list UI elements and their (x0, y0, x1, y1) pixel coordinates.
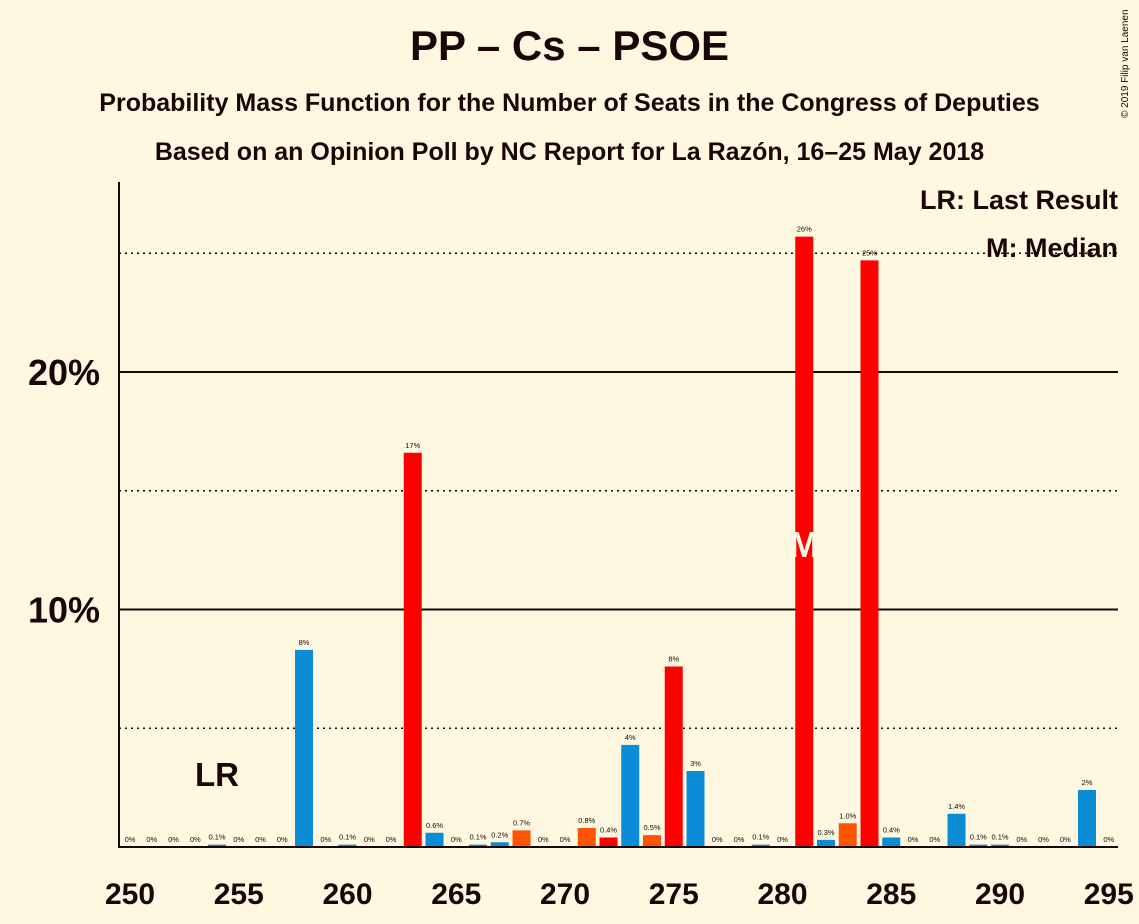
data-label-seat-291: 0% (1016, 835, 1027, 844)
markers: LR M (195, 524, 819, 793)
bar-seat-288 (947, 813, 966, 847)
data-label-seat-285: 0.4% (883, 826, 900, 835)
bar-seat-263 (403, 452, 422, 847)
axes: 10% 20% 250 255 260 265 270 275 280 285 290 295 (10, 182, 1134, 911)
bar-seat-272 (599, 837, 618, 847)
bar-seat-254 (208, 844, 226, 847)
gridlines (119, 252, 1118, 729)
y-tick-label-bg-1 (10, 346, 104, 398)
data-label-seat-269: 0% (538, 835, 549, 844)
data-label-seat-255: 0% (233, 835, 244, 844)
bar-seat-273 (621, 744, 640, 847)
data-label-seat-259: 0% (320, 835, 331, 844)
x-tick-label-275: 275 (649, 878, 699, 911)
bars (208, 236, 1096, 847)
bar-seat-283 (838, 823, 857, 847)
bar-seat-264 (425, 832, 444, 847)
legend-last-result: LR: Last Result (920, 185, 1118, 215)
chart-title: PP – Cs – PSOE (409, 22, 730, 69)
x-tick-label-270: 270 (540, 878, 590, 911)
data-label-seat-250: 0% (125, 835, 136, 844)
data-label-seat-273: 4% (625, 733, 636, 742)
bar-seat-271 (577, 828, 596, 847)
data-label-seat-252: 0% (168, 835, 179, 844)
bar-seat-275 (664, 666, 683, 847)
data-label-seat-294: 2% (1082, 778, 1093, 787)
data-label-seat-257: 0% (277, 835, 288, 844)
data-label-seat-256: 0% (255, 835, 266, 844)
data-label-seat-253: 0% (190, 835, 201, 844)
data-label-seat-279: 0.1% (752, 833, 769, 842)
bar-seat-268 (512, 830, 531, 847)
x-tick-label-285: 285 (866, 878, 916, 911)
data-label-seat-287: 0% (929, 835, 940, 844)
data-label-seat-262: 0% (386, 835, 397, 844)
bar-seat-284 (860, 260, 879, 847)
data-label-seat-265: 0% (451, 835, 462, 844)
data-label-seat-282: 0.3% (817, 828, 834, 837)
legend: LR: Last Result M: Median (920, 185, 1118, 263)
bar-seat-267 (490, 842, 509, 847)
data-label-seat-270: 0% (560, 835, 571, 844)
x-tick-label-255: 255 (214, 878, 264, 911)
x-tick-label-260: 260 (322, 878, 372, 911)
bar-seat-289 (969, 844, 988, 847)
data-label-seat-258: 8% (299, 638, 310, 647)
data-labels: 0% 0% 0% 0% 0.1% 0% 0% 0% 8% 0% 0.1% 0% 0% 17% 0.6% 0% 0… (125, 225, 1115, 844)
data-label-seat-251: 0% (146, 835, 157, 844)
data-label-seat-286: 0% (908, 835, 919, 844)
data-label-seat-260: 0.1% (339, 833, 356, 842)
bar-seat-294 (1078, 790, 1096, 847)
data-label-seat-280: 0% (777, 835, 788, 844)
y-tick-label-0: 10% (28, 590, 100, 631)
data-label-seat-276: 3% (690, 759, 701, 768)
data-label-seat-274: 0.5% (643, 823, 660, 832)
data-label-seat-289: 0.1% (970, 833, 987, 842)
data-label-seat-284: 25% (862, 248, 877, 257)
data-label-seat-275: 8% (668, 655, 679, 664)
median-marker: M (789, 524, 819, 565)
data-label-seat-266: 0.1% (469, 833, 486, 842)
data-label-seat-271: 0.8% (578, 816, 595, 825)
x-tick-label-295: 295 (1084, 878, 1134, 911)
bar-seat-260 (338, 844, 357, 847)
data-label-seat-261: 0% (364, 835, 375, 844)
x-tick-label-290: 290 (975, 878, 1025, 911)
data-label-seat-254: 0.1% (208, 833, 225, 842)
legend-median: M: Median (986, 233, 1118, 263)
bar-seat-276 (686, 771, 705, 847)
data-label-seat-293: 0% (1060, 835, 1071, 844)
bar-seat-281 (795, 236, 814, 847)
data-label-seat-283: 1.0% (839, 811, 856, 820)
bar-seat-266 (469, 844, 487, 847)
last-result-marker: LR (195, 756, 239, 793)
data-label-seat-263: 17% (405, 441, 420, 450)
chart-subtitle: Probability Mass Function for the Number… (99, 89, 1040, 117)
y-tick-label-bg-0 (10, 583, 104, 636)
y-tick-label-1: 20% (28, 352, 100, 393)
data-label-seat-272: 0.4% (600, 826, 617, 835)
bar-seat-282 (817, 839, 835, 847)
data-label-seat-264: 0.6% (426, 821, 443, 830)
bar-seat-290 (991, 844, 1009, 847)
data-label-seat-268: 0.7% (513, 818, 530, 827)
chart-subtitle-source: Based on an Opinion Poll by NC Report fo… (154, 138, 985, 166)
bar-seat-279 (751, 844, 770, 847)
data-label-seat-295: 0% (1103, 835, 1114, 844)
data-label-seat-292: 0% (1038, 835, 1049, 844)
data-label-seat-277: 0% (712, 835, 723, 844)
data-label-seat-288: 1.4% (948, 802, 965, 811)
x-tick-label-265: 265 (431, 878, 481, 911)
data-label-seat-290: 0.1% (991, 833, 1008, 842)
bar-seat-274 (643, 835, 661, 847)
data-label-seat-281: 26% (797, 225, 812, 234)
data-label-seat-278: 0% (734, 835, 745, 844)
x-tick-label-250: 250 (105, 878, 155, 911)
bar-seat-285 (882, 837, 901, 847)
bar-seat-258 (295, 649, 313, 847)
x-tick-label-280: 280 (757, 878, 807, 911)
data-label-seat-267: 0.2% (491, 830, 508, 839)
